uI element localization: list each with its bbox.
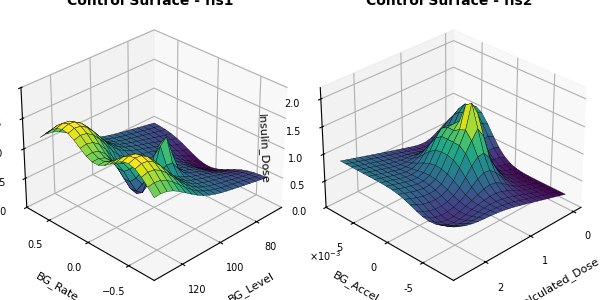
Text: $\times10^{-3}$: $\times10^{-3}$ [310, 250, 341, 263]
Y-axis label: BG_Accel: BG_Accel [331, 270, 381, 300]
Title: Control Surface - fis1: Control Surface - fis1 [67, 0, 233, 8]
X-axis label: Precalculated_Dose: Precalculated_Dose [501, 255, 600, 300]
Y-axis label: BG_Rate: BG_Rate [34, 271, 80, 300]
Title: Control Surface - fis2: Control Surface - fis2 [367, 0, 533, 8]
X-axis label: BG_Level: BG_Level [227, 270, 277, 300]
